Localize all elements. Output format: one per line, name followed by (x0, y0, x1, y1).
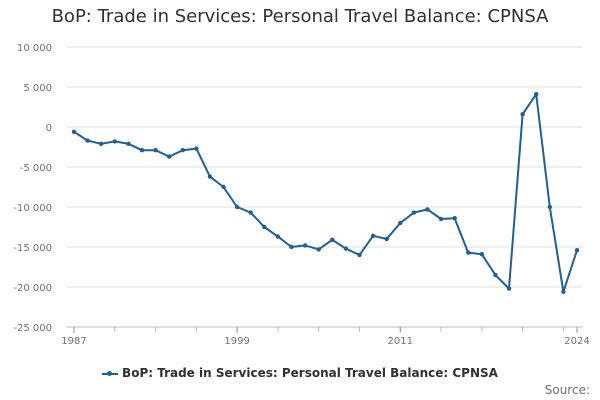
y-tick-label: -15 000 (13, 243, 52, 254)
data-point (302, 243, 308, 248)
data-point (248, 210, 253, 215)
y-tick-label: -20 000 (13, 283, 52, 294)
source-label: Source: (544, 383, 590, 397)
legend-swatch (102, 370, 119, 376)
data-point (547, 204, 553, 210)
data-point (506, 286, 512, 291)
data-point (534, 92, 539, 97)
data-point (466, 250, 471, 255)
data-point (71, 129, 77, 134)
data-point (452, 216, 457, 221)
data-point (98, 141, 104, 146)
data-point (153, 148, 158, 153)
legend-label: BoP: Trade in Services: Personal Travel … (122, 366, 498, 380)
series-layer (71, 92, 580, 294)
data-point (520, 112, 525, 117)
data-point (207, 174, 213, 179)
data-point (398, 220, 403, 226)
y-tick-label: 5 000 (23, 83, 52, 94)
data-point (316, 247, 321, 252)
data-point (370, 233, 376, 238)
data-point (85, 138, 90, 143)
x-tick-label: 1999 (224, 336, 249, 347)
y-tick-label: -5 000 (20, 163, 52, 174)
data-point (384, 236, 389, 242)
y-tick-label: 10 000 (17, 43, 52, 54)
axis-layer: 10 000 5 000 0 -5 000 -10 000 -15 000 -20 000 -… (13, 43, 589, 347)
data-point (112, 139, 117, 144)
data-point (275, 234, 281, 239)
y-tick-label: 0 (46, 123, 52, 134)
data-point (574, 248, 580, 253)
data-point (425, 207, 430, 212)
data-point (262, 224, 267, 230)
data-point (139, 148, 145, 153)
y-tick-label: -25 000 (13, 323, 52, 334)
data-point (221, 184, 226, 190)
data-point (194, 146, 199, 151)
data-point (166, 154, 172, 159)
data-point (357, 252, 362, 258)
data-point (234, 204, 240, 210)
data-point (180, 148, 185, 153)
legend: BoP: Trade in Services: Personal Travel … (0, 366, 600, 380)
data-point (493, 272, 498, 278)
x-tick-label: 2011 (388, 336, 413, 347)
data-point (126, 141, 131, 146)
data-point (289, 244, 294, 250)
x-tick-label: 1987 (61, 336, 86, 347)
data-point (438, 216, 444, 222)
chart-title: BoP: Trade in Services: Personal Travel … (51, 6, 549, 27)
series-line (73, 93, 578, 293)
data-point (343, 246, 349, 251)
data-point (411, 210, 417, 215)
data-point (330, 237, 335, 242)
data-point (479, 252, 485, 257)
x-tick-label: 2024 (564, 336, 589, 347)
data-point (561, 289, 566, 294)
y-tick-label: -10 000 (13, 203, 52, 214)
